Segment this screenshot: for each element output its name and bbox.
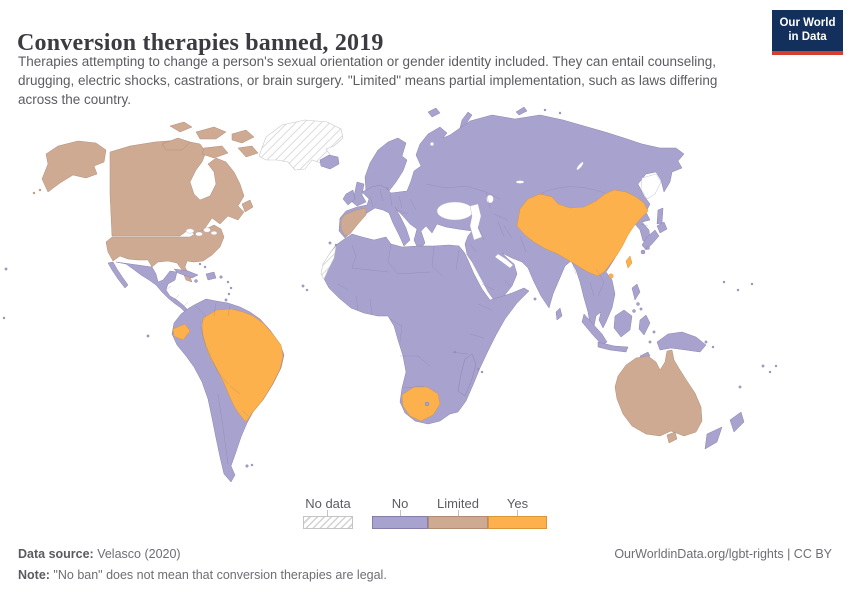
region-western-sahara[interactable] [320, 244, 337, 280]
country-japan[interactable] [640, 221, 668, 255]
page-title: Conversion therapies banned, 2019 [17, 30, 384, 57]
great-lakes [185, 227, 218, 237]
note-line: Note: "No ban" does not mean that conver… [18, 568, 387, 582]
black-sea [436, 201, 474, 221]
owid-logo[interactable]: Our World in Data [772, 10, 843, 55]
aleutian-islands[interactable] [32, 188, 42, 195]
note-value: "No ban" does not mean that conversion t… [49, 568, 387, 582]
note-label: Note: [18, 568, 50, 582]
world-map [0, 104, 850, 494]
legend-swatch-no[interactable] [372, 516, 428, 529]
country-ireland[interactable] [342, 189, 356, 206]
falkland-islands[interactable] [245, 463, 254, 468]
legend-tick-yes [517, 510, 518, 516]
arctic-islands-russia[interactable] [427, 106, 562, 129]
data-source-value: Velasco (2020) [93, 547, 181, 561]
country-taiwan[interactable] [625, 255, 633, 269]
country-spain[interactable] [340, 207, 367, 237]
canadian-arctic-islands[interactable] [161, 121, 259, 213]
country-borders [165, 183, 649, 465]
legend-tick-limited [458, 510, 459, 516]
data-source-label: Data source: [18, 547, 94, 561]
hainan-island[interactable] [608, 273, 614, 279]
country-usa[interactable] [105, 224, 225, 283]
country-brazil[interactable] [201, 308, 284, 423]
sea-of-okhotsk [640, 173, 662, 200]
region-eurasia[interactable] [338, 114, 685, 333]
country-philippines[interactable] [631, 283, 643, 313]
legend-label-limited: Limited [437, 496, 479, 511]
chart-subtitle: Therapies attempting to change a person'… [18, 54, 718, 108]
legend-swatch-limited[interactable] [428, 516, 488, 529]
country-iceland[interactable] [319, 154, 340, 170]
country-south-africa[interactable] [401, 386, 441, 422]
legend-tick-no-data [327, 510, 328, 516]
region-indonesia[interactable] [581, 309, 656, 361]
country-new-zealand[interactable] [704, 411, 745, 450]
caribbean-islands[interactable] [173, 262, 233, 302]
baja-california[interactable] [107, 261, 129, 289]
persian-gulf [494, 253, 514, 269]
world-map-svg [2, 106, 778, 483]
legend-label-no: No [391, 496, 409, 511]
country-australia[interactable] [614, 349, 703, 437]
data-source-line: Data source: Velasco (2020) [18, 547, 181, 561]
pacific-and-ocean-islands[interactable] [2, 241, 778, 389]
country-china[interactable] [516, 189, 649, 277]
region-new-guinea[interactable] [656, 331, 707, 353]
owid-logo-line1: Our World [779, 17, 836, 29]
country-ecuador[interactable] [172, 323, 191, 341]
credit-link[interactable]: OurWorldinData.org/lgbt-rights | CC BY [614, 547, 832, 561]
owid-logo-line2: in Data [788, 30, 827, 43]
country-madagascar[interactable] [457, 353, 477, 397]
country-greenland[interactable] [258, 119, 344, 171]
caspian-sea [469, 203, 483, 241]
legend-swatch-no-data[interactable] [303, 516, 353, 529]
sakhalin-island[interactable] [656, 207, 664, 225]
legend-swatch-yes[interactable] [488, 516, 547, 529]
tasmania[interactable] [666, 431, 678, 444]
legend-tick-no [400, 510, 401, 516]
legend-label-no-data: No data [305, 496, 351, 511]
region-africa[interactable] [322, 233, 530, 425]
country-lesotho[interactable] [424, 401, 430, 407]
country-sri-lanka[interactable] [555, 307, 563, 321]
country-alaska-usa[interactable] [41, 140, 107, 193]
legend-label-yes: Yes [506, 496, 529, 511]
